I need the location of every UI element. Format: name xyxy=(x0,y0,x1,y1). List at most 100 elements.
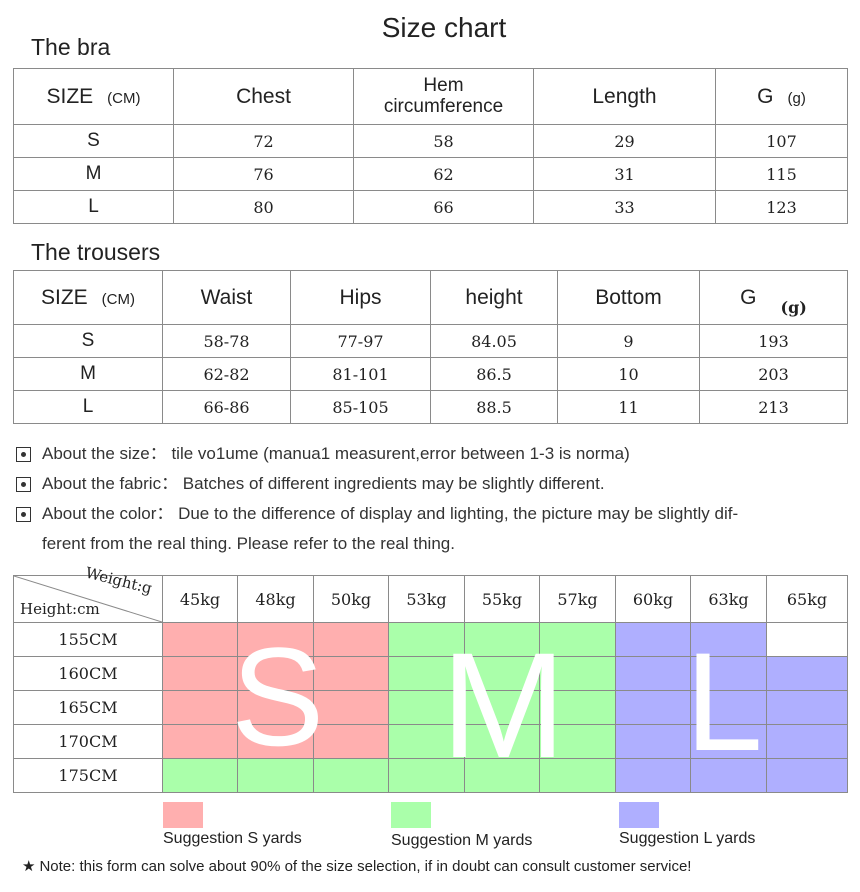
size-cell xyxy=(162,690,238,725)
trousers-g-unit: (g) xyxy=(780,297,807,317)
weight-header-0: 45kg xyxy=(162,575,238,623)
notes-list: About the size： tile vo1ume (manua1 meas… xyxy=(16,443,836,555)
bra-header-chest: Chest xyxy=(173,68,354,125)
size-cell xyxy=(766,690,848,725)
footnote: ★ Note: this form can solve about 90% of … xyxy=(22,857,691,875)
table-row: 155CM xyxy=(13,622,848,657)
table-row: L 80 66 33 123 xyxy=(13,190,848,224)
table-row: M 62-82 81-101 86.5 10 203 xyxy=(13,357,848,391)
size-cell xyxy=(237,690,314,725)
size-cell xyxy=(539,690,616,725)
bra-header-hem: Hem circumference xyxy=(353,68,534,125)
weight-header-row: Weight:g Height:cm 45kg 48kg 50kg 53kg 55kg 5… xyxy=(13,564,848,623)
legend-label-m: Suggestion M yards xyxy=(391,832,533,849)
note-color-continuation: ferent from the real thing. Please refer… xyxy=(42,534,455,553)
size-cell xyxy=(313,622,389,657)
size-cell xyxy=(313,656,389,691)
size-cell xyxy=(539,622,616,657)
size-cell xyxy=(162,656,238,691)
size-cell xyxy=(162,758,238,793)
note-size: About the size： tile vo1ume (manua1 meas… xyxy=(16,443,836,465)
trousers-header-height: height xyxy=(430,270,558,325)
size-cell xyxy=(162,724,238,759)
trousers-size-unit: (CM) xyxy=(101,290,135,308)
bra-size-table: SIZE (CM) Chest Hem circumference Length G… xyxy=(13,68,848,224)
trousers-header-g: G (g) xyxy=(699,270,848,325)
size-cell xyxy=(615,724,691,759)
bra-g-unit: (g) xyxy=(787,89,806,107)
table-row: 175CM xyxy=(13,758,848,793)
size-cell xyxy=(615,690,691,725)
size-cell xyxy=(766,724,848,759)
size-recommendation-grid: Weight:g Height:cm 45kg 48kg 50kg 53kg 55kg 5… xyxy=(13,564,848,793)
legend-swatch-m xyxy=(391,802,431,828)
size-cell xyxy=(766,758,848,793)
bra-header-size: SIZE (CM) xyxy=(13,68,174,125)
size-cell xyxy=(162,622,238,657)
size-cell xyxy=(388,622,465,657)
note-fabric: About the fabric： Batches of different i… xyxy=(16,473,836,495)
weight-header-2: 50kg xyxy=(313,575,389,623)
weight-header-4: 55kg xyxy=(464,575,540,623)
size-cell xyxy=(464,758,540,793)
size-cell xyxy=(313,758,389,793)
weight-header-5: 57kg xyxy=(539,575,616,623)
table-row: 170CM xyxy=(13,724,848,759)
size-cell xyxy=(237,622,314,657)
weight-header-8: 65kg xyxy=(766,575,848,623)
bullet-icon xyxy=(16,447,31,462)
bra-size-unit: (CM) xyxy=(107,89,141,107)
size-cell xyxy=(690,690,767,725)
size-cell xyxy=(690,622,767,657)
weight-header-7: 63kg xyxy=(690,575,767,623)
size-cell xyxy=(388,758,465,793)
size-cell xyxy=(539,656,616,691)
height-label: 155CM xyxy=(13,622,163,657)
bullet-icon xyxy=(16,507,31,522)
legend-swatch-s xyxy=(163,802,203,828)
size-cell xyxy=(615,758,691,793)
grid-corner: Weight:g Height:cm xyxy=(13,564,163,623)
size-cell xyxy=(766,622,848,657)
size-cell xyxy=(464,690,540,725)
star-icon: ★ xyxy=(22,858,36,875)
trousers-header-bottom: Bottom xyxy=(557,270,700,325)
size-cell xyxy=(388,724,465,759)
size-cell xyxy=(464,724,540,759)
bullet-icon xyxy=(16,477,31,492)
note-color: About the color： Due to the difference o… xyxy=(16,503,836,525)
table-row: 165CM xyxy=(13,690,848,725)
diagonal-divider xyxy=(14,576,162,622)
size-cell xyxy=(615,622,691,657)
height-axis-label: Height:cm xyxy=(20,600,100,618)
size-cell xyxy=(539,758,616,793)
trousers-size-table: SIZE (CM) Waist Hips height Bottom G (g) S… xyxy=(13,270,848,424)
bra-header-g: G (g) xyxy=(715,68,848,125)
bra-section-title: The bra xyxy=(31,34,111,60)
bra-header-length: Length xyxy=(533,68,716,125)
weight-header-3: 53kg xyxy=(388,575,465,623)
weight-header-6: 60kg xyxy=(615,575,691,623)
size-cell xyxy=(237,656,314,691)
trousers-header-waist: Waist xyxy=(162,270,291,325)
trousers-section-title: The trousers xyxy=(31,239,161,265)
size-cell xyxy=(766,656,848,691)
trousers-header-size: SIZE (CM) xyxy=(13,270,163,325)
size-cell xyxy=(388,656,465,691)
size-cell xyxy=(690,758,767,793)
size-cell xyxy=(690,724,767,759)
table-row: S 58-78 77-97 84.05 9 193 xyxy=(13,324,848,358)
table-row: 160CM xyxy=(13,656,848,691)
size-cell xyxy=(615,656,691,691)
legend-label-s: Suggestion S yards xyxy=(163,830,302,847)
height-label: 165CM xyxy=(13,690,163,725)
page-title: Size chart xyxy=(381,12,507,43)
footnote-text: Note: this form can solve about 90% of t… xyxy=(39,858,692,875)
size-cell xyxy=(464,622,540,657)
trousers-header-hips: Hips xyxy=(290,270,431,325)
height-label: 160CM xyxy=(13,656,163,691)
size-cell xyxy=(464,656,540,691)
size-cell xyxy=(388,690,465,725)
size-cell xyxy=(237,724,314,759)
legend-swatch-l xyxy=(619,802,659,828)
